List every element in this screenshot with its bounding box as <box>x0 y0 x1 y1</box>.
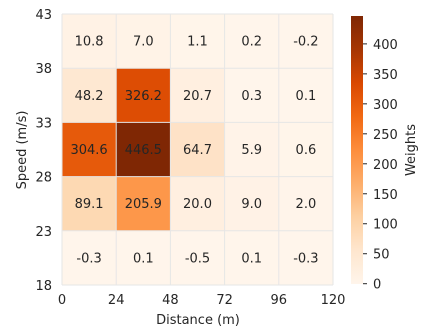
cell-value-label: -0.2 <box>293 35 318 50</box>
colorbar-tick-label: 350 <box>373 68 398 83</box>
y-tick-label: 18 <box>35 279 52 294</box>
colorbar-tick-label: 400 <box>373 38 398 53</box>
x-tick-label: 72 <box>216 293 233 308</box>
heatmap-cell <box>170 14 225 69</box>
y-axis-ticks: 18 23 28 33 38 43 <box>35 8 52 294</box>
heatmap-cell <box>278 122 333 177</box>
colorbar-tick-label: 200 <box>373 158 398 173</box>
heatmap-cells <box>62 14 333 285</box>
cell-value-label: 89.1 <box>75 197 104 212</box>
colorbar-tick-label: 300 <box>373 98 398 113</box>
colorbar-tick-label: 150 <box>373 188 398 203</box>
heatmap-cell <box>278 68 333 123</box>
colorbar-tick-label: 50 <box>373 248 390 263</box>
cell-value-label: 326.2 <box>125 89 162 104</box>
cell-value-label: 7.0 <box>133 35 154 50</box>
cell-value-label: 2.0 <box>296 197 317 212</box>
colorbar-gradient <box>351 16 363 284</box>
colorbar-tick-label: 250 <box>373 128 398 143</box>
cell-value-label: -0.3 <box>76 251 101 266</box>
colorbar-tick-label: 0 <box>373 278 381 293</box>
y-tick-label: 33 <box>35 116 52 131</box>
cell-value-label: -0.3 <box>293 251 318 266</box>
x-tick-label: 96 <box>271 293 288 308</box>
cell-value-label: 20.7 <box>183 89 212 104</box>
heatmap-cell <box>116 176 171 231</box>
cell-value-label: 64.7 <box>183 143 212 158</box>
heatmap-cell <box>224 176 279 231</box>
cell-value-label: 0.1 <box>241 251 262 266</box>
heatmap-cell <box>224 230 279 285</box>
heatmap-cell <box>62 68 117 123</box>
heatmap-cell <box>170 122 225 177</box>
colorbar-tick-label: 100 <box>373 218 398 233</box>
x-tick-label: 48 <box>162 293 179 308</box>
heatmap-cell <box>278 176 333 231</box>
colorbar-label: Weights <box>404 124 419 176</box>
heatmap-cell <box>116 230 171 285</box>
grid-lines <box>61 13 334 286</box>
cell-value-label: 10.8 <box>75 35 104 50</box>
x-tick-label: 0 <box>58 293 66 308</box>
cell-value-label: -0.5 <box>185 251 210 266</box>
x-tick-label: 120 <box>321 293 346 308</box>
heatmap-cell <box>116 14 171 69</box>
heatmap-cell <box>116 68 171 123</box>
cell-value-label: 205.9 <box>125 197 162 212</box>
heatmap-cell <box>170 176 225 231</box>
heatmap-cell <box>224 122 279 177</box>
cell-value-label: 9.0 <box>241 197 262 212</box>
cell-value-label: 48.2 <box>75 89 104 104</box>
x-axis-ticks: 0 24 48 72 96 120 <box>58 293 346 308</box>
y-tick-label: 38 <box>35 62 52 77</box>
heatmap-cell <box>278 14 333 69</box>
heatmap-cell <box>62 230 117 285</box>
x-tick-label: 24 <box>108 293 125 308</box>
colorbar <box>351 16 363 284</box>
y-tick-label: 43 <box>35 8 52 23</box>
heatmap-cell <box>62 176 117 231</box>
heatmap-cell <box>278 230 333 285</box>
cell-value-label: 0.6 <box>296 143 317 158</box>
heatmap-cell <box>224 68 279 123</box>
cell-value-label: 5.9 <box>241 143 262 158</box>
heatmap-cell <box>62 14 117 69</box>
cell-value-label: 0.1 <box>133 251 154 266</box>
heatmap-cell <box>116 122 171 177</box>
cell-value-label: 0.3 <box>241 89 262 104</box>
cell-value-label: 1.1 <box>187 35 208 50</box>
y-tick-label: 23 <box>35 225 52 240</box>
cell-value-labels: 10.8 7.0 1.1 0.2 -0.2 48.2 326.2 20.7 0.3 0.1 304.… <box>70 35 318 267</box>
cell-value-label: 0.1 <box>296 89 317 104</box>
y-tick-label: 28 <box>35 171 52 186</box>
heatmap-cell <box>62 122 117 177</box>
cell-value-label: 446.5 <box>125 143 162 158</box>
heatmap-cell <box>170 230 225 285</box>
colorbar-ticks: 0 50 100 150 200 250 300 350 400 <box>363 38 398 293</box>
cell-value-label: 304.6 <box>70 143 107 158</box>
y-axis-label: Speed (m/s) <box>15 111 30 190</box>
cell-value-label: 0.2 <box>241 35 262 50</box>
heatmap-cell <box>224 14 279 69</box>
heatmap-cell <box>170 68 225 123</box>
cell-value-label: 20.0 <box>183 197 212 212</box>
x-axis-label: Distance (m) <box>156 313 240 328</box>
